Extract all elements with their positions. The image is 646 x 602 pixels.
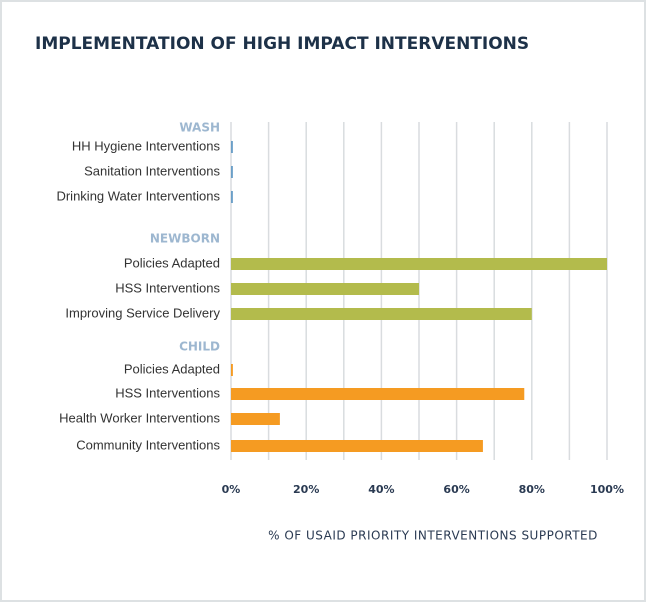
group-label: CHILD [179,340,220,354]
bar [231,191,233,203]
bar [231,308,532,320]
bar [231,258,607,270]
y-tick-label: Health Worker Interventions [59,410,220,425]
y-tick-label: HH Hygiene Interventions [72,138,221,153]
x-tick-label: 20% [293,483,319,496]
bar [231,166,233,178]
x-tick-label: 100% [590,483,624,496]
y-tick-label: Community Interventions [76,437,220,452]
y-tick-label: HSS Interventions [115,280,220,295]
y-tick-label: Policies Adapted [124,361,220,376]
x-tick-label: 80% [519,483,545,496]
x-tick-label: 40% [368,483,394,496]
y-tick-label: Improving Service Delivery [65,305,220,320]
y-tick-label: Policies Adapted [124,255,220,270]
bar [231,388,525,400]
x-axis-label: % OF USAID PRIORITY INTERVENTIONS SUPPOR… [268,529,598,543]
bar [231,440,483,452]
bar [231,364,233,376]
x-tick-label: 0% [222,483,241,496]
y-tick-label: HSS Interventions [115,385,220,400]
y-tick-label: Drinking Water Interventions [56,188,220,203]
bar [231,283,419,295]
x-tick-label: 60% [443,483,469,496]
group-label: WASH [179,121,220,135]
bar [231,413,280,425]
chart-title: IMPLEMENTATION OF HIGH IMPACT INTERVENTI… [35,34,529,54]
bar [231,141,233,153]
y-tick-label: Sanitation Interventions [84,163,220,178]
group-label: NEWBORN [150,232,220,246]
